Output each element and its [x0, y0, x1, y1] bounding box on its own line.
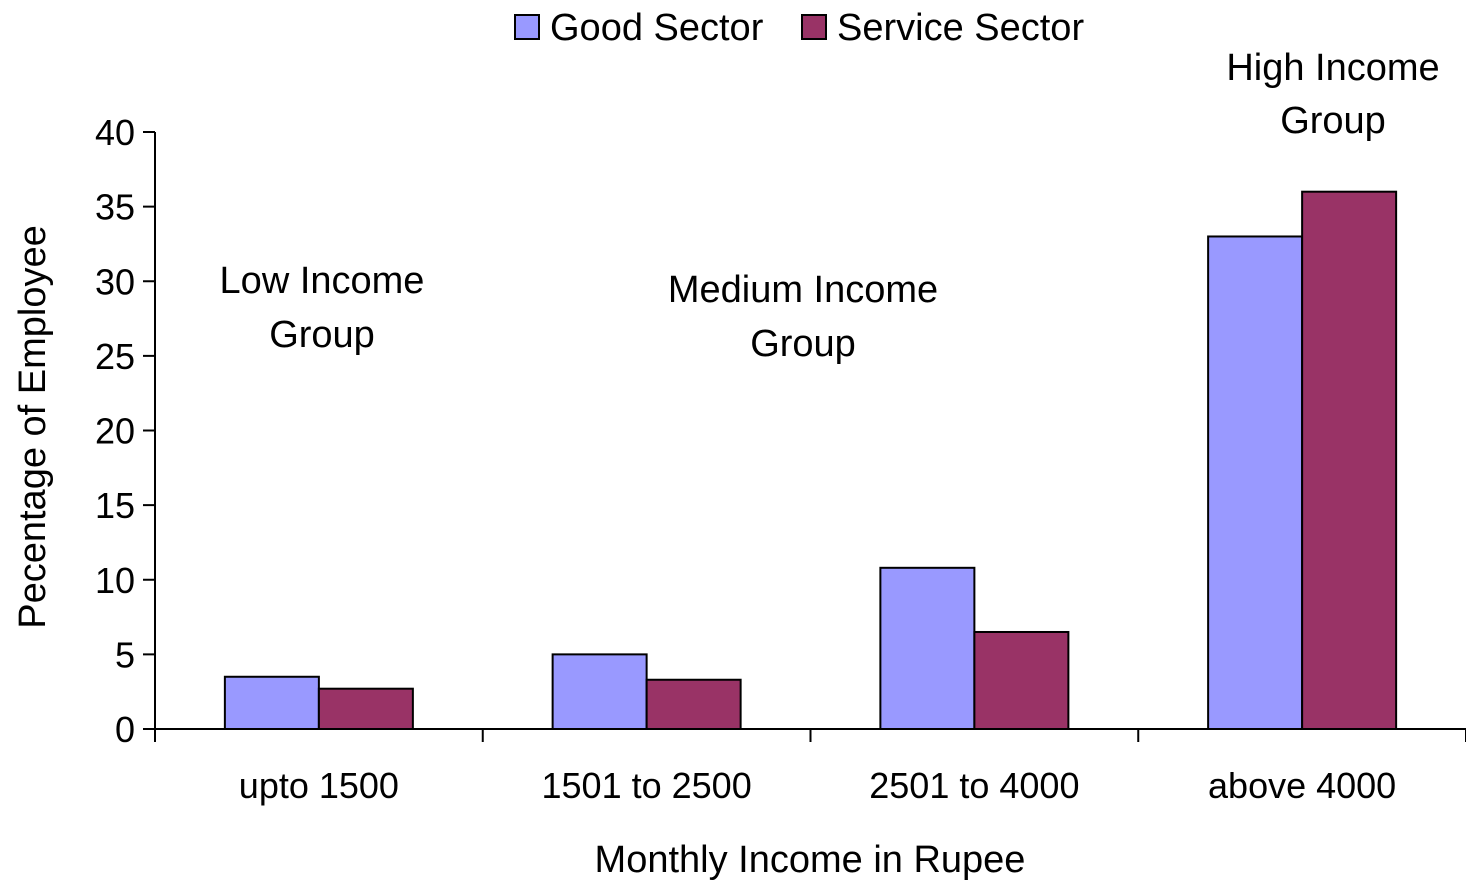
y-tick-label: 25 — [95, 336, 135, 377]
annotation-low-income-line2: Group — [269, 314, 375, 356]
bar-service-sector — [317, 687, 414, 731]
bar-good-sector — [1207, 235, 1304, 730]
annotation-medium-income-line1: Medium Income — [668, 269, 938, 311]
legend-swatch-service-sector — [801, 14, 827, 40]
x-tick-label: 1501 to 2500 — [542, 765, 752, 806]
x-axis-title: Monthly Income in Rupee — [595, 839, 1026, 881]
annotation-high-income-line1: High Income — [1226, 47, 1439, 89]
annotation-medium-income-line2: Group — [750, 323, 856, 365]
y-tick-label: 30 — [95, 261, 135, 302]
x-tick-label: above 4000 — [1208, 765, 1396, 806]
y-axis-title: Pecentage of Employee — [12, 225, 54, 629]
bars — [223, 190, 1398, 731]
annotation-high-income-line2: Group — [1280, 100, 1386, 142]
legend-swatch-good-sector — [514, 14, 540, 40]
x-tick-label: upto 1500 — [239, 765, 399, 806]
y-tick-label: 35 — [95, 187, 135, 228]
legend: Good Sector Service Sector — [514, 7, 1084, 49]
x-axis: upto 1500 1501 to 2500 2501 to 4000 above 4… — [154, 728, 1466, 806]
y-tick-label: 0 — [115, 709, 135, 750]
bar-good-sector — [551, 653, 648, 730]
y-tick-label: 15 — [95, 485, 135, 526]
annotation-low-income-line1: Low Income — [220, 260, 425, 302]
legend-label-good-sector: Good Sector — [550, 7, 764, 49]
y-tick-label: 10 — [95, 560, 135, 601]
bar-service-sector — [1301, 190, 1398, 730]
y-axis: 0 5 10 15 20 25 30 35 40 — [95, 112, 156, 750]
bar-good-sector — [879, 566, 976, 730]
annotations: Low Income Group Medium Income Group Hig… — [220, 47, 1440, 365]
y-tick-label: 40 — [95, 112, 135, 153]
x-tick-label: 2501 to 4000 — [869, 765, 1079, 806]
y-tick-label: 20 — [95, 411, 135, 452]
bar-service-sector — [645, 678, 742, 730]
legend-label-service-sector: Service Sector — [837, 7, 1084, 49]
y-tick-label: 5 — [115, 634, 135, 675]
bar-service-sector — [973, 630, 1070, 730]
bar-good-sector — [223, 675, 320, 731]
